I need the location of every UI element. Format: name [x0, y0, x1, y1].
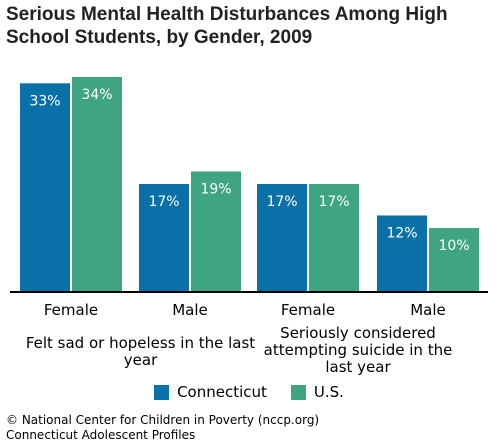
footer-source: Connecticut Adolescent Profiles — [6, 428, 196, 442]
legend: Connecticut U.S. — [0, 383, 498, 401]
bar-u-s-2 — [309, 184, 359, 291]
legend-item-connecticut: Connecticut — [154, 383, 267, 401]
data-label-u-s-3: 10% — [438, 238, 469, 254]
bar-connecticut-2 — [257, 184, 307, 291]
data-label-u-s-2: 17% — [318, 194, 349, 210]
bar-connecticut-3 — [377, 215, 427, 291]
legend-item-us: U.S. — [290, 383, 344, 401]
legend-swatch-us — [290, 384, 306, 400]
bar-u-s-0 — [72, 77, 122, 291]
data-label-connecticut-2: 17% — [266, 194, 297, 210]
data-label-connecticut-1: 17% — [148, 194, 179, 210]
data-label-u-s-0: 34% — [81, 87, 112, 103]
bar-chart: 33% 17% 17% 12% 34% 19% 17% 10% Female Male Female… — [10, 77, 488, 319]
category-label-0: Female — [44, 301, 98, 319]
group-label-considered-suicide: Seriously considered attempting suicide … — [263, 324, 453, 376]
footer-copyright: © National Center for Children in Povert… — [6, 413, 320, 427]
legend-swatch-connecticut — [154, 384, 170, 400]
data-label-u-s-1: 19% — [200, 181, 231, 197]
bar-connecticut-1 — [139, 184, 189, 291]
group-label-sad-hopeless: Felt sad or hopeless in the last year — [25, 334, 256, 369]
bar-u-s-1 — [191, 171, 241, 291]
bar-u-s-3 — [429, 228, 479, 291]
chart-title: Serious Mental Health Disturbances Among… — [6, 4, 448, 48]
category-label-1: Male — [172, 301, 208, 319]
data-label-connecticut-3: 12% — [386, 225, 417, 241]
bar-connecticut-0 — [20, 83, 70, 291]
category-label-2: Female — [281, 301, 335, 319]
legend-label-connecticut: Connecticut — [177, 383, 267, 401]
category-label-3: Male — [410, 301, 446, 319]
data-label-connecticut-0: 33% — [29, 93, 60, 109]
legend-label-us: U.S. — [313, 383, 344, 401]
footer: © National Center for Children in Povert… — [6, 413, 319, 443]
